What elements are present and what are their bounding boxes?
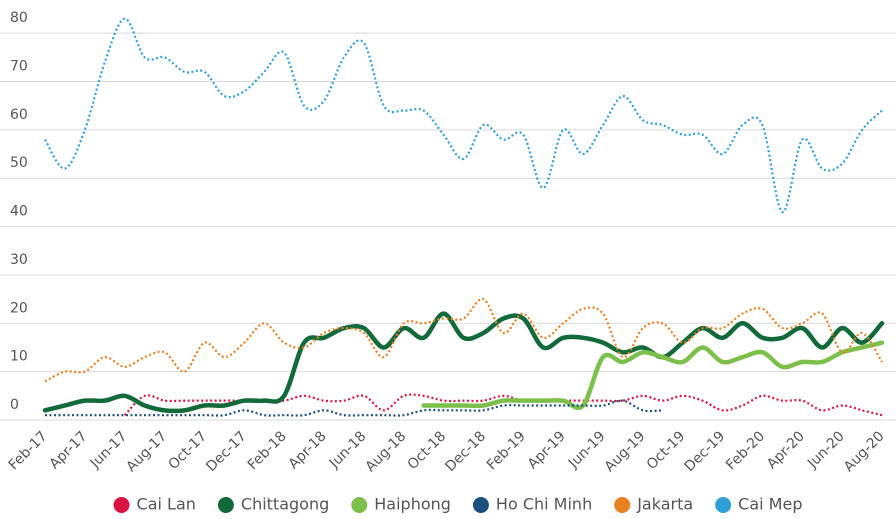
y-tick-label: 70 [10, 59, 28, 75]
x-tick-label: Apr-18 [286, 428, 330, 472]
x-tick-label: Aug-17 [123, 428, 170, 475]
x-tick-label: Oct-19 [644, 428, 689, 473]
legend-marker [614, 497, 631, 513]
legend-label: Ho Chi Minh [496, 495, 592, 514]
x-tick-label: Oct-18 [405, 428, 450, 473]
series-line [42, 311, 885, 414]
y-tick-label: 0 [10, 397, 19, 413]
legend-item: Chittagong [217, 495, 329, 514]
x-tick-label: Aug-18 [363, 428, 410, 475]
legend-marker [113, 497, 130, 513]
x-tick-label: Apr-20 [764, 428, 808, 472]
x-tick-label: Feb-19 [484, 428, 529, 473]
legend-label: Haiphong [374, 495, 451, 514]
y-tick-label: 60 [10, 107, 28, 123]
x-tick-label: Apr-17 [47, 428, 91, 472]
series-line [44, 17, 883, 214]
x-tick-label: Dec-17 [203, 428, 250, 475]
legend-marker [715, 497, 732, 513]
legend-label: Jakarta [636, 495, 693, 514]
legend-item: Haiphong [351, 495, 451, 514]
legend-item: Cai Lan [113, 495, 196, 514]
x-tick-label: Aug-19 [602, 428, 649, 475]
y-tick-label: 50 [10, 155, 28, 171]
y-tick-label: 10 [10, 349, 28, 365]
series-line [44, 399, 663, 417]
x-tick-label: Feb-18 [245, 428, 290, 473]
legend-label: Chittagong [241, 495, 329, 514]
y-tick-label: 30 [10, 252, 28, 268]
y-tick-label: 20 [10, 300, 28, 316]
x-tick-label: Dec-19 [682, 428, 729, 475]
x-tick-label: Dec-18 [442, 428, 489, 475]
x-tick-label: Feb-20 [723, 428, 768, 473]
x-tick-label: Feb-17 [6, 428, 51, 473]
y-tick-label: 80 [10, 10, 28, 26]
legend-item: Jakarta [614, 495, 693, 514]
legend-marker [217, 497, 234, 513]
legend: Cai Lan Chittagong Haiphong Ho Chi Minh Jaka… [113, 495, 802, 514]
series-line [123, 393, 883, 417]
x-tick-label: Aug-20 [841, 428, 888, 475]
legend-label: Cai Mep [738, 495, 802, 514]
legend-marker [351, 497, 368, 513]
legend-item: Ho Chi Minh [472, 495, 592, 514]
legend-item: Cai Mep [715, 495, 802, 514]
x-tick-label: Oct-17 [165, 428, 210, 473]
legend-label: Cai Lan [137, 495, 196, 514]
series-line [421, 340, 885, 411]
x-tick-label: Apr-19 [525, 428, 569, 472]
legend-marker [472, 497, 489, 513]
y-tick-label: 40 [10, 204, 28, 220]
